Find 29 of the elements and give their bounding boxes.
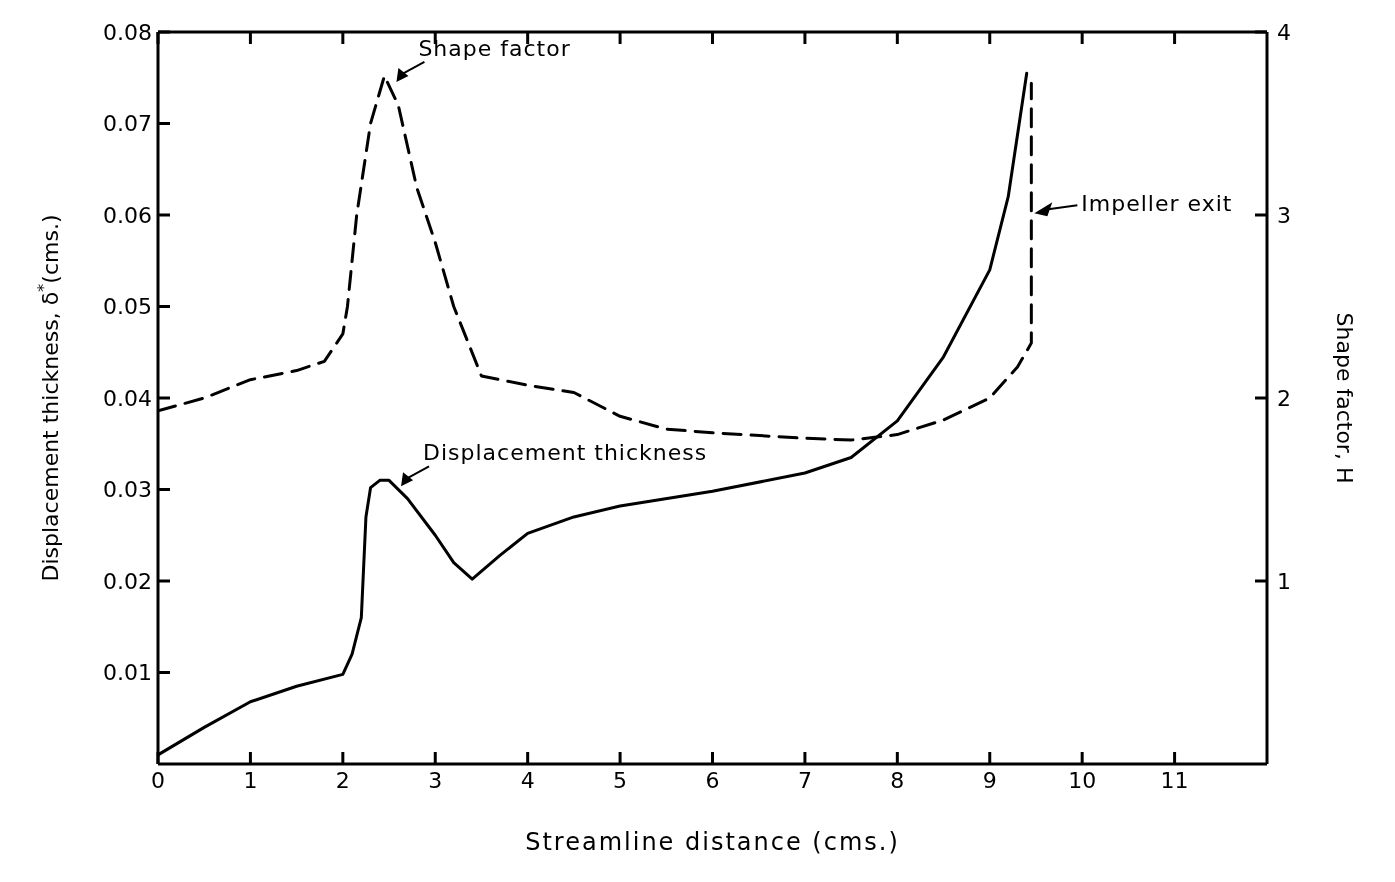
- y-tick-label: 0.08: [103, 19, 152, 45]
- x-tick-label: 11: [1160, 767, 1189, 793]
- y2-tick-label: 4: [1277, 19, 1291, 45]
- annotation: Impeller exit: [1081, 191, 1233, 217]
- y2-tick-label: 3: [1277, 202, 1291, 228]
- x-tick-label: 10: [1068, 767, 1097, 793]
- x-tick-label: 6: [705, 767, 720, 793]
- y-tick-label: 0.01: [103, 660, 152, 686]
- y-tick-label: 0.05: [103, 294, 152, 320]
- y2-tick-label: 2: [1277, 385, 1291, 411]
- x-tick-label: 0: [151, 767, 165, 793]
- x-tick-label: 2: [335, 767, 350, 793]
- y-tick-label: 0.02: [103, 568, 152, 594]
- annotation: Shape factor: [418, 35, 571, 61]
- x-tick-label: 8: [890, 767, 905, 793]
- y2-axis-title: Shape factor, H: [1332, 312, 1357, 484]
- y2-tick-label: 1: [1277, 568, 1291, 594]
- x-axis-title: Streamline distance (cms.): [525, 828, 900, 856]
- y-tick-label: 0.07: [103, 111, 152, 137]
- x-tick-label: 3: [428, 767, 443, 793]
- y-tick-label: 0.04: [103, 385, 152, 411]
- annotation: Displacement thickness: [423, 440, 708, 466]
- x-tick-label: 4: [520, 767, 535, 793]
- x-tick-label: 9: [982, 767, 997, 793]
- x-tick-label: 1: [243, 767, 258, 793]
- y-tick-label: 0.03: [103, 477, 152, 503]
- x-tick-label: 5: [613, 767, 628, 793]
- y-tick-label: 0.06: [103, 202, 152, 228]
- x-tick-label: 7: [797, 767, 812, 793]
